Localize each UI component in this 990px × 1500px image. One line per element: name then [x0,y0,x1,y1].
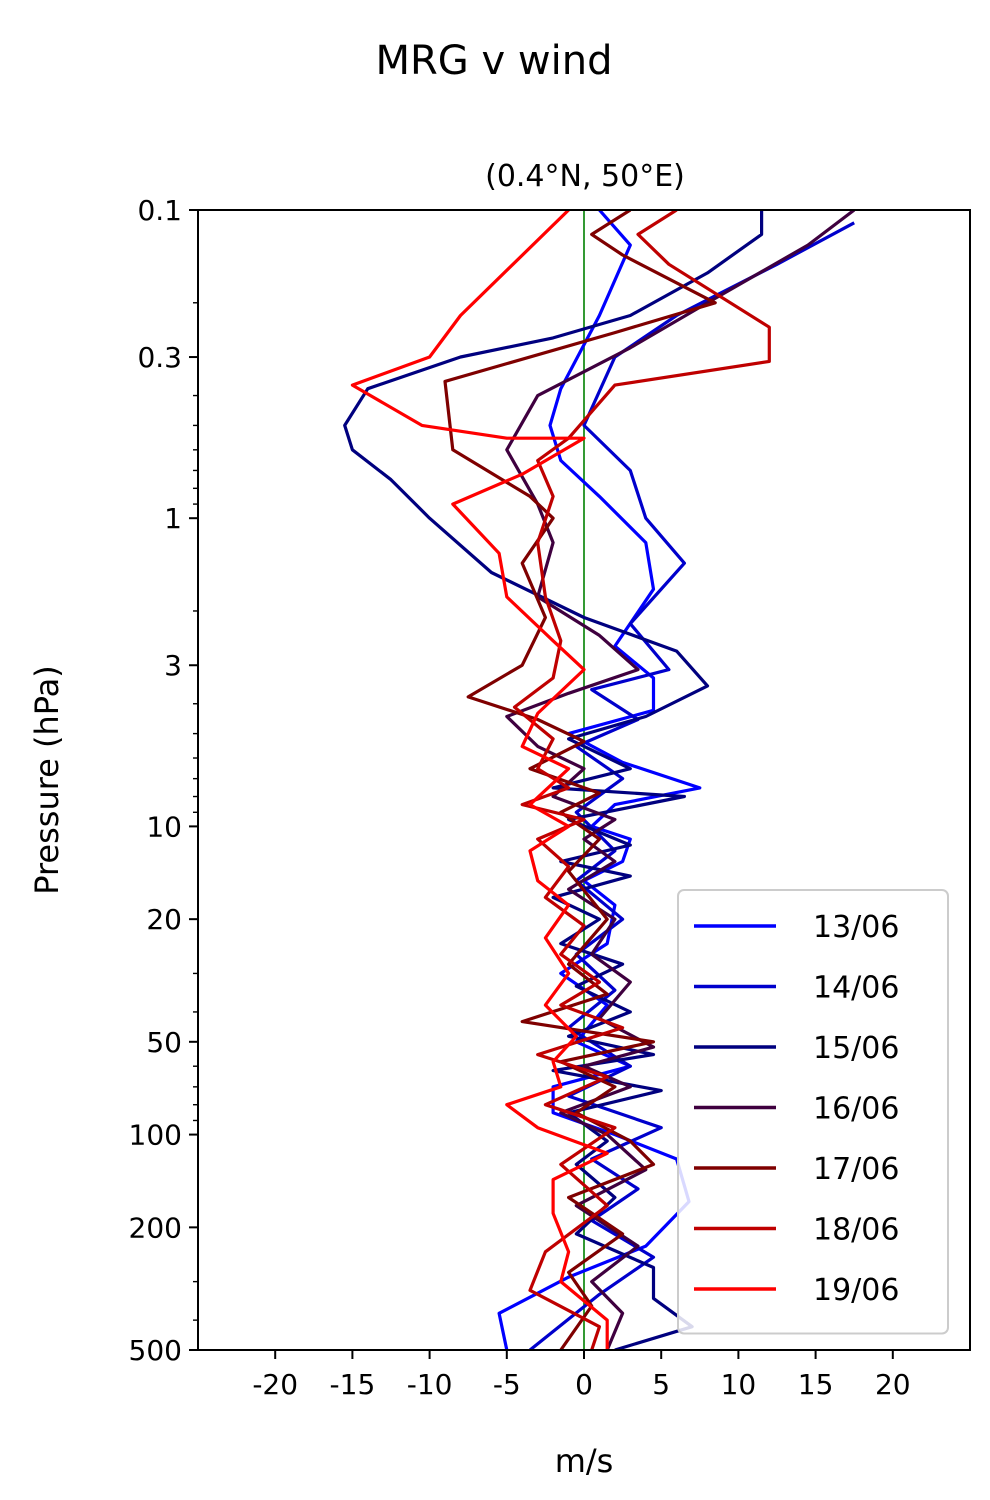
chart-title: MRG v wind [376,38,613,84]
legend-label: 19/06 [813,1273,899,1308]
y-tick-label: 100 [129,1119,182,1152]
y-tick-label: 20 [146,903,182,936]
legend-label: 17/06 [813,1152,899,1187]
legend-label: 18/06 [813,1213,899,1248]
series-line-7 [350,210,609,1350]
series-line-1 [497,210,702,1350]
y-tick-label: 3 [164,649,182,682]
y-axis-label: Pressure (hPa) [28,665,66,895]
x-tick-label: -20 [252,1368,298,1401]
x-tick-label: -10 [407,1368,453,1401]
chart-subtitle: (0.4°N, 50°E) [485,159,685,194]
x-tick-label: 20 [875,1368,911,1401]
y-tick-label: 0.1 [137,194,182,227]
y-tick-label: 10 [146,810,182,843]
x-tick-label: -15 [330,1368,376,1401]
legend-label: 13/06 [813,910,899,945]
series-layer [343,210,856,1350]
legend-label: 14/06 [813,971,899,1006]
series-line-3 [343,210,764,1350]
x-tick-label: 15 [798,1368,834,1401]
y-tick-label: 1 [164,502,182,535]
x-tick-label: 10 [721,1368,757,1401]
series-line-4 [505,210,856,1350]
x-axis-label: m/s [555,1442,614,1480]
x-axis: -20 -15 -10 -5 0 5 10 15 20 [252,1350,911,1401]
y-tick-label: 500 [129,1334,182,1367]
x-tick-label: -5 [493,1368,521,1401]
y-tick-label: 50 [146,1026,182,1059]
x-tick-label: 5 [652,1368,670,1401]
legend-box [677,889,949,1335]
y-axis: 0.1 0.3 1 3 10 20 50 100 200 500 [129,194,198,1367]
y-tick-label: 200 [129,1211,182,1244]
legend: 13/06 14/06 15/06 16/06 17/06 18/06 19/06 [677,889,949,1335]
legend-label: 16/06 [813,1092,899,1127]
y-tick-label: 0.3 [137,341,182,374]
legend-label: 15/06 [813,1031,899,1066]
x-tick-label: 0 [575,1368,593,1401]
